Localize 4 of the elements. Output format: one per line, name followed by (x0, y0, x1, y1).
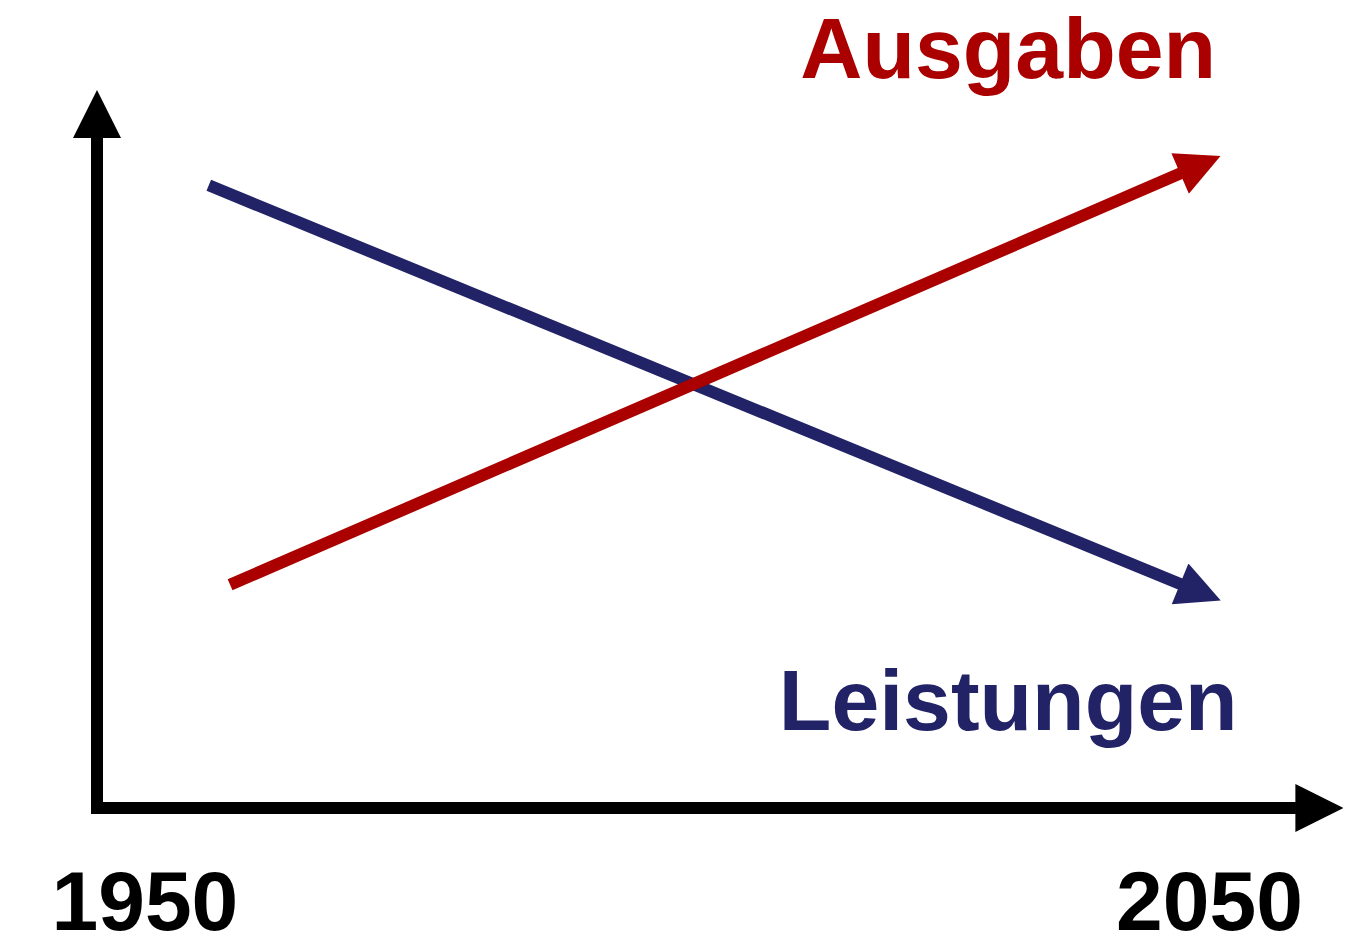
x-tick-label: 2050 (1116, 854, 1303, 937)
x-tick-label: 1950 (51, 854, 239, 937)
series-label: Leistungen (778, 652, 1238, 749)
series-label: Ausgaben (800, 0, 1217, 96)
